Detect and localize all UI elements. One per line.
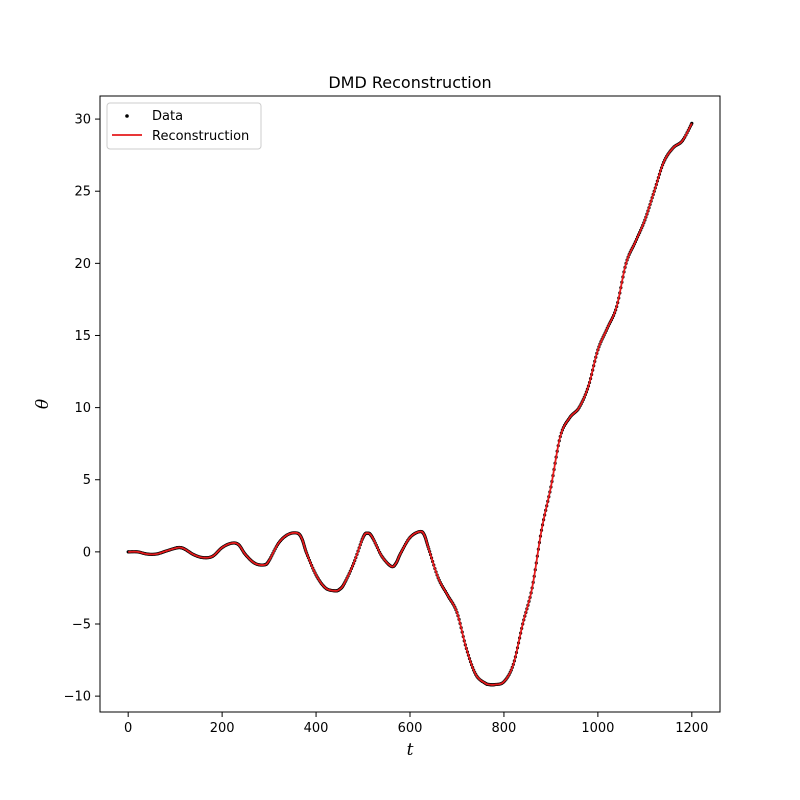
x-tick-label: 400 (304, 721, 329, 736)
legend: Data Reconstruction (106, 102, 262, 150)
x-tick-label: 0 (124, 721, 132, 736)
axes-frame (99, 95, 721, 713)
y-tick-label: −10 (64, 690, 91, 705)
y-tick-label: 0 (83, 545, 91, 560)
y-tick-label: 25 (74, 185, 91, 200)
x-tick-label: 600 (398, 721, 423, 736)
x-tick-label: 800 (492, 721, 517, 736)
y-axis-ticks: −10 −5 0 5 10 15 20 25 30 (64, 113, 100, 705)
y-tick-label: 15 (74, 329, 91, 344)
legend-label-data: Data (152, 109, 183, 124)
y-tick-label: −5 (72, 618, 91, 633)
y-tick-label: 30 (74, 113, 91, 128)
chart-title: DMD Reconstruction (328, 73, 491, 92)
x-tick-label: 200 (210, 721, 235, 736)
y-tick-label: 10 (74, 401, 91, 416)
plot-area (99, 95, 721, 713)
y-axis-label: θ (33, 399, 53, 409)
series-reconstruction-line (127, 122, 693, 686)
series-layer (126, 121, 694, 687)
x-tick-label: 1000 (581, 721, 614, 736)
x-tick-label: 1200 (675, 721, 708, 736)
x-axis-ticks: 0 200 400 600 800 1000 1200 (124, 712, 708, 736)
y-tick-label: 20 (74, 257, 91, 272)
legend-label-reconstruction: Reconstruction (152, 129, 249, 144)
y-tick-label: 5 (83, 473, 91, 488)
legend-marker-data (125, 114, 129, 118)
legend-box (106, 102, 262, 150)
x-axis-label: t (407, 740, 414, 760)
